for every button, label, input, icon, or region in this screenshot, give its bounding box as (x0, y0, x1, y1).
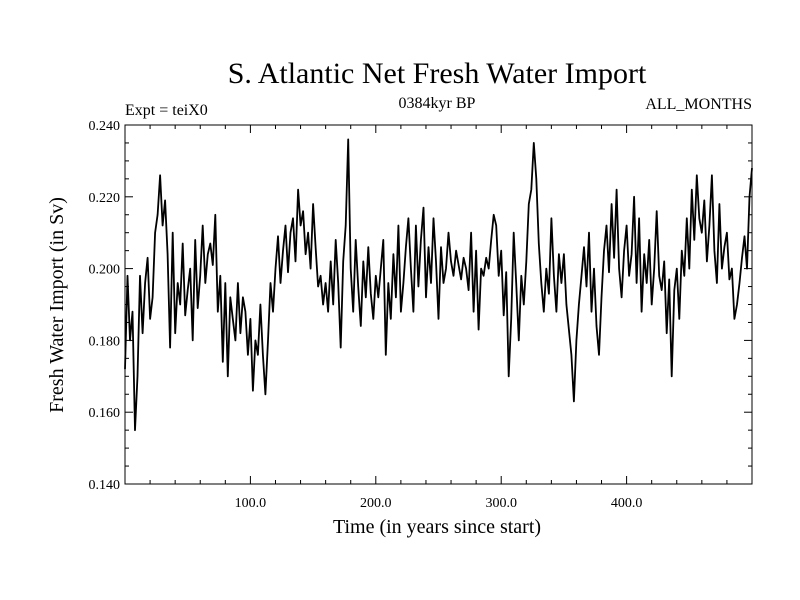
y-axis-label: Fresh Water Import (in Sv) (46, 197, 68, 413)
chart-title: S. Atlantic Net Fresh Water Import (228, 57, 647, 90)
y-tick-label: 0.140 (89, 478, 121, 493)
x-tick-label: 300.0 (485, 496, 517, 511)
y-tick-label: 0.180 (89, 334, 121, 349)
x-axis-tick-labels: 100.0 200.0 300.0 400.0 (235, 496, 643, 511)
x-tick-label: 100.0 (235, 496, 267, 511)
period-label: 0384kyr BP (399, 95, 476, 112)
y-tick-label: 0.220 (89, 191, 121, 206)
x-axis-label: Time (in years since start) (333, 516, 541, 538)
y-tick-label: 0.160 (89, 406, 121, 421)
experiment-label: Expt = teiX0 (125, 102, 208, 119)
series-line (124, 138, 753, 432)
x-tick-label: 200.0 (360, 496, 392, 511)
y-tick-label: 0.200 (89, 263, 121, 278)
months-label: ALL_MONTHS (645, 96, 752, 113)
plot-frame (124, 124, 753, 485)
y-tick-label: 0.240 (89, 119, 121, 134)
y-axis-tick-labels: 0.140 0.160 0.180 0.200 0.220 0.240 (89, 119, 121, 493)
x-tick-label: 400.0 (611, 496, 643, 511)
